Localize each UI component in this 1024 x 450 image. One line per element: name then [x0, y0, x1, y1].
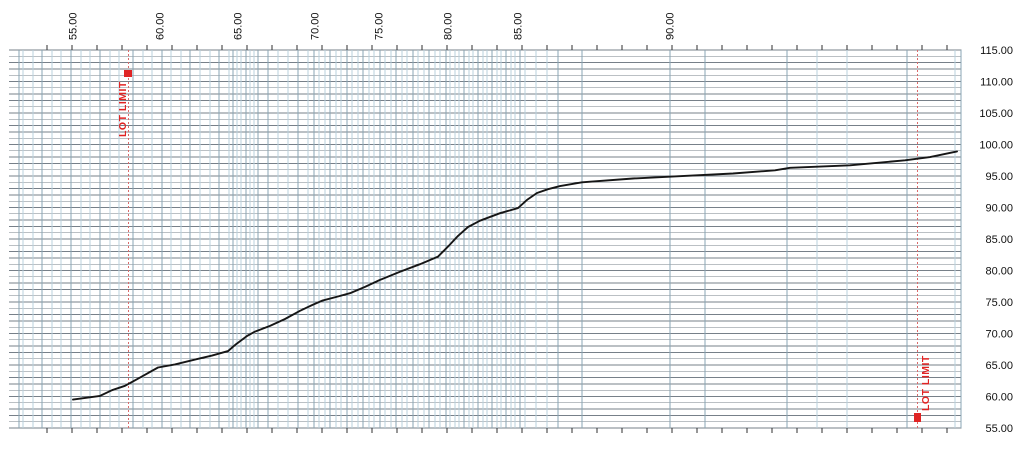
x-axis-tick-label: 90.00 — [665, 12, 677, 40]
x-axis-tick-label: 60.00 — [155, 12, 167, 40]
lot-limit-marker-dash — [124, 70, 132, 77]
horizontal-gridlines — [9, 49, 962, 429]
y-axis-tick-label: 70.00 — [985, 329, 1013, 341]
lot-limit-marker-dash — [914, 413, 921, 422]
y-axis-tick-label: 55.00 — [985, 423, 1013, 435]
x-axis-tick-label: 55.00 — [68, 12, 80, 40]
x-axis-tick-label: 80.00 — [443, 12, 455, 40]
axis-ticks — [46, 45, 948, 433]
x-axis-tick-label: 75.00 — [374, 12, 386, 40]
y-axis-tick-label: 105.00 — [979, 108, 1013, 120]
y-axis-tick-label: 95.00 — [985, 171, 1013, 183]
y-axis-tick-label: 75.00 — [985, 297, 1013, 309]
curve-trace — [72, 150, 958, 401]
lot-limit-label: LOT LIMIT — [117, 81, 129, 137]
y-axis-tick-label: 100.00 — [979, 140, 1013, 152]
y-axis-tick-label: 90.00 — [985, 203, 1013, 215]
y-axis-tick-label: 80.00 — [985, 266, 1013, 278]
y-axis-tick-label: 85.00 — [985, 234, 1013, 246]
x-axis-tick-label: 65.00 — [233, 12, 245, 40]
x-axis-tick-label: 70.00 — [310, 12, 322, 40]
x-axis-labels: 55.00 60.00 65.00 70.00 75.00 80.00 85.00 90.00 — [68, 12, 677, 40]
lot-limit-label: LOT LIMIT — [920, 355, 932, 411]
y-axis-tick-label: 110.00 — [980, 77, 1013, 89]
vertical-gridlines — [18, 50, 962, 428]
lot-limit-markers: LOT LIMIT LOT LIMIT — [117, 50, 932, 428]
recorded-trace — [72, 150, 958, 401]
x-axis-tick-label: 85.00 — [513, 12, 525, 40]
y-axis-labels: 115.00 110.00 105.00 100.00 95.00 90.00 85.00 8… — [979, 45, 1013, 435]
y-axis-tick-label: 60.00 — [985, 392, 1013, 404]
y-axis-tick-label: 115.00 — [980, 45, 1013, 57]
y-axis-tick-label: 65.00 — [985, 360, 1013, 372]
